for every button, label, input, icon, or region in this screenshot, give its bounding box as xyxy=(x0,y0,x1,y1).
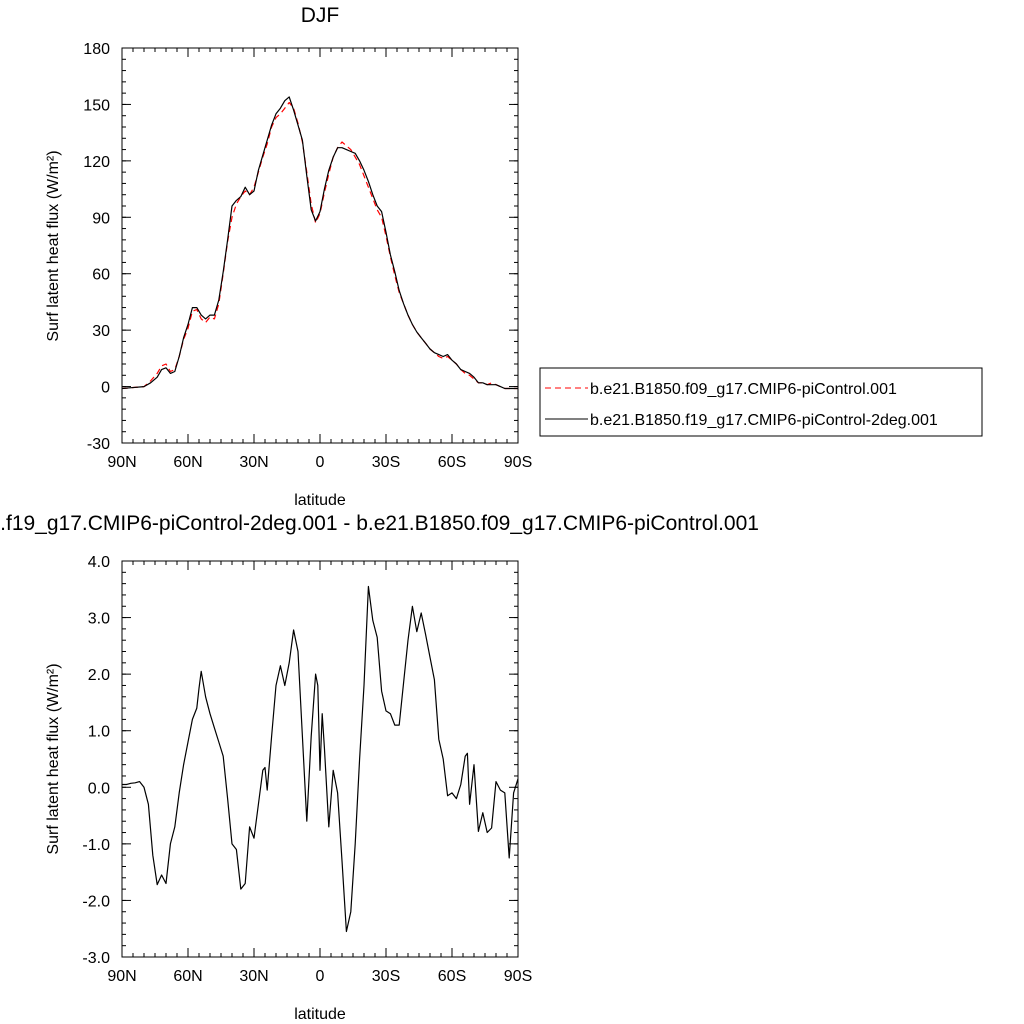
bottom-y-tick-label: 0.0 xyxy=(88,780,110,797)
top-y-tick-label: 30 xyxy=(92,323,110,340)
top-y-tick-label: -30 xyxy=(87,436,110,453)
bottom-y-axis-label: Surf latent heat flux (W/m²) xyxy=(45,663,62,854)
bottom-x-tick-label: 30N xyxy=(239,968,268,985)
top-x-tick-label: 0 xyxy=(316,454,325,471)
bottom-y-tick-label: 3.0 xyxy=(88,611,110,628)
top-x-tick-label: 90N xyxy=(107,454,136,471)
top-y-tick-label: 60 xyxy=(92,267,110,284)
bottom-y-tick-label: -3.0 xyxy=(82,950,110,967)
top-y-tick-label: 0 xyxy=(101,380,110,397)
top-x-tick-label: 30S xyxy=(372,454,400,471)
bottom-x-tick-label: 90S xyxy=(504,968,532,985)
bottom-x-tick-label: 60N xyxy=(173,968,202,985)
top-y-tick-label: 120 xyxy=(83,154,110,171)
bottom-plot-frame xyxy=(121,560,519,958)
bottom-x-tick-label: 90N xyxy=(107,968,136,985)
top-x-tick-label: 60N xyxy=(173,454,202,471)
top-panel: DJF 90N 60N 30N 0 30S 60S 90S -30 0 30 60 90 120 150 1… xyxy=(45,4,532,509)
legend-box xyxy=(539,367,983,437)
bottom-y-tick-label: 4.0 xyxy=(88,554,110,571)
top-y-tick-label: 150 xyxy=(83,97,110,114)
bottom-y-tick-label: -1.0 xyxy=(82,837,110,854)
top-x-tick-label: 90S xyxy=(504,454,532,471)
bottom-panel: b.e21.B1850.f19_g17.CMIP6-piControl-2deg… xyxy=(0,512,759,1023)
top-y-axis-label: Surf latent heat flux (W/m²) xyxy=(45,150,62,341)
top-x-tick-label: 60S xyxy=(438,454,466,471)
legend: b.e21.B1850.f09_g17.CMIP6-piControl.001 … xyxy=(539,367,983,437)
top-plot-frame xyxy=(121,47,519,444)
bottom-x-tick-label: 0 xyxy=(316,968,325,985)
legend-entry-f19: b.e21.B1850.f19_g17.CMIP6-piControl-2deg… xyxy=(590,412,938,429)
top-series-line-1 xyxy=(121,96,518,390)
bottom-y-tick-label: 2.0 xyxy=(88,667,110,684)
top-x-axis-label: latitude xyxy=(294,492,346,509)
legend-entry-f09: b.e21.B1850.f09_g17.CMIP6-piControl.001 xyxy=(590,381,897,398)
bottom-x-axis-label: latitude xyxy=(294,1006,346,1023)
top-y-tick-label: 90 xyxy=(92,210,110,227)
bottom-x-tick-label: 30S xyxy=(372,968,400,985)
top-y-tick-label: 180 xyxy=(83,41,110,58)
bottom-x-tick-label: 60S xyxy=(438,968,466,985)
top-x-tick-label: 30N xyxy=(239,454,268,471)
top-plot-title: DJF xyxy=(301,4,340,27)
bottom-y-tick-label: -2.0 xyxy=(82,893,110,910)
bottom-series-line-0 xyxy=(122,585,519,933)
bottom-plot-title: b.e21.B1850.f19_g17.CMIP6-piControl-2deg… xyxy=(0,512,759,535)
bottom-y-tick-label: 1.0 xyxy=(88,724,110,741)
